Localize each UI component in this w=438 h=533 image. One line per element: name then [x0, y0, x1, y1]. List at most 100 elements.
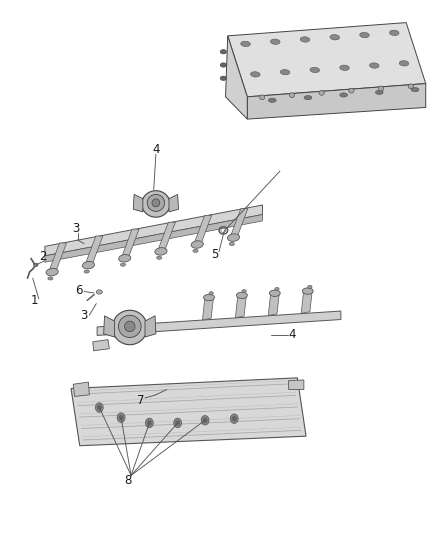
Ellipse shape — [96, 290, 102, 294]
Polygon shape — [301, 292, 312, 313]
Polygon shape — [194, 215, 212, 245]
Circle shape — [145, 418, 153, 427]
Ellipse shape — [289, 93, 294, 98]
Text: 1: 1 — [30, 294, 38, 307]
Text: 6: 6 — [75, 284, 83, 297]
Circle shape — [95, 403, 103, 413]
Ellipse shape — [300, 37, 310, 42]
Ellipse shape — [360, 33, 369, 38]
Ellipse shape — [118, 316, 141, 337]
Ellipse shape — [399, 61, 409, 66]
Ellipse shape — [370, 63, 379, 68]
Ellipse shape — [310, 67, 320, 72]
Ellipse shape — [220, 63, 226, 67]
Circle shape — [176, 421, 180, 425]
Circle shape — [201, 416, 209, 425]
Ellipse shape — [271, 39, 280, 44]
Ellipse shape — [408, 84, 413, 88]
Ellipse shape — [242, 289, 246, 293]
Ellipse shape — [378, 86, 384, 91]
Text: 3: 3 — [72, 222, 79, 235]
Polygon shape — [71, 378, 306, 446]
Ellipse shape — [204, 294, 215, 301]
Ellipse shape — [220, 50, 226, 54]
Text: 4: 4 — [288, 328, 296, 341]
Polygon shape — [145, 316, 156, 337]
Ellipse shape — [46, 268, 58, 276]
Ellipse shape — [302, 288, 313, 294]
Ellipse shape — [389, 30, 399, 36]
Ellipse shape — [113, 310, 147, 345]
Polygon shape — [202, 298, 213, 320]
Polygon shape — [226, 36, 247, 119]
Text: 2: 2 — [39, 251, 46, 263]
Ellipse shape — [220, 76, 226, 80]
Ellipse shape — [319, 91, 324, 95]
Circle shape — [203, 418, 207, 422]
Ellipse shape — [120, 263, 126, 266]
Text: 4: 4 — [152, 143, 159, 156]
Ellipse shape — [155, 248, 167, 255]
Ellipse shape — [229, 243, 234, 246]
Polygon shape — [268, 294, 279, 316]
Ellipse shape — [375, 90, 383, 94]
Polygon shape — [247, 84, 426, 119]
Ellipse shape — [269, 290, 280, 296]
Polygon shape — [133, 195, 143, 212]
Polygon shape — [158, 222, 175, 252]
Polygon shape — [235, 296, 246, 318]
Ellipse shape — [237, 292, 247, 298]
Ellipse shape — [275, 287, 279, 290]
Ellipse shape — [209, 292, 213, 295]
Ellipse shape — [308, 285, 312, 288]
Text: 7: 7 — [137, 393, 145, 407]
Polygon shape — [104, 316, 115, 337]
Ellipse shape — [251, 72, 260, 77]
Ellipse shape — [241, 41, 250, 46]
Polygon shape — [97, 311, 341, 335]
Polygon shape — [73, 382, 89, 397]
Ellipse shape — [48, 277, 53, 280]
Circle shape — [233, 417, 236, 421]
Ellipse shape — [411, 87, 419, 92]
Ellipse shape — [340, 65, 350, 70]
Ellipse shape — [124, 321, 135, 332]
Circle shape — [148, 421, 151, 425]
Ellipse shape — [82, 261, 95, 269]
Text: 3: 3 — [81, 309, 88, 322]
Ellipse shape — [34, 263, 38, 266]
Ellipse shape — [147, 195, 165, 212]
Polygon shape — [93, 340, 110, 351]
Polygon shape — [169, 195, 179, 212]
Circle shape — [98, 406, 101, 410]
Text: 8: 8 — [124, 474, 131, 487]
Ellipse shape — [349, 88, 354, 93]
Circle shape — [174, 418, 182, 427]
Polygon shape — [85, 236, 103, 265]
Ellipse shape — [304, 95, 312, 100]
Ellipse shape — [157, 256, 162, 260]
Circle shape — [117, 413, 125, 422]
Ellipse shape — [227, 234, 240, 241]
Ellipse shape — [84, 270, 89, 273]
Polygon shape — [289, 380, 304, 390]
Ellipse shape — [142, 191, 170, 217]
Circle shape — [230, 414, 238, 423]
Ellipse shape — [330, 35, 339, 40]
Text: 5: 5 — [211, 248, 218, 261]
Polygon shape — [49, 243, 67, 272]
Ellipse shape — [280, 69, 290, 75]
Ellipse shape — [268, 98, 276, 102]
Polygon shape — [230, 208, 248, 238]
Polygon shape — [45, 205, 262, 256]
Ellipse shape — [152, 199, 160, 207]
Ellipse shape — [340, 93, 348, 97]
Ellipse shape — [193, 249, 198, 253]
Polygon shape — [121, 229, 139, 259]
Polygon shape — [45, 215, 262, 262]
Ellipse shape — [191, 241, 203, 248]
Polygon shape — [228, 22, 426, 97]
Ellipse shape — [119, 255, 131, 262]
Circle shape — [119, 416, 123, 419]
Ellipse shape — [260, 95, 265, 100]
